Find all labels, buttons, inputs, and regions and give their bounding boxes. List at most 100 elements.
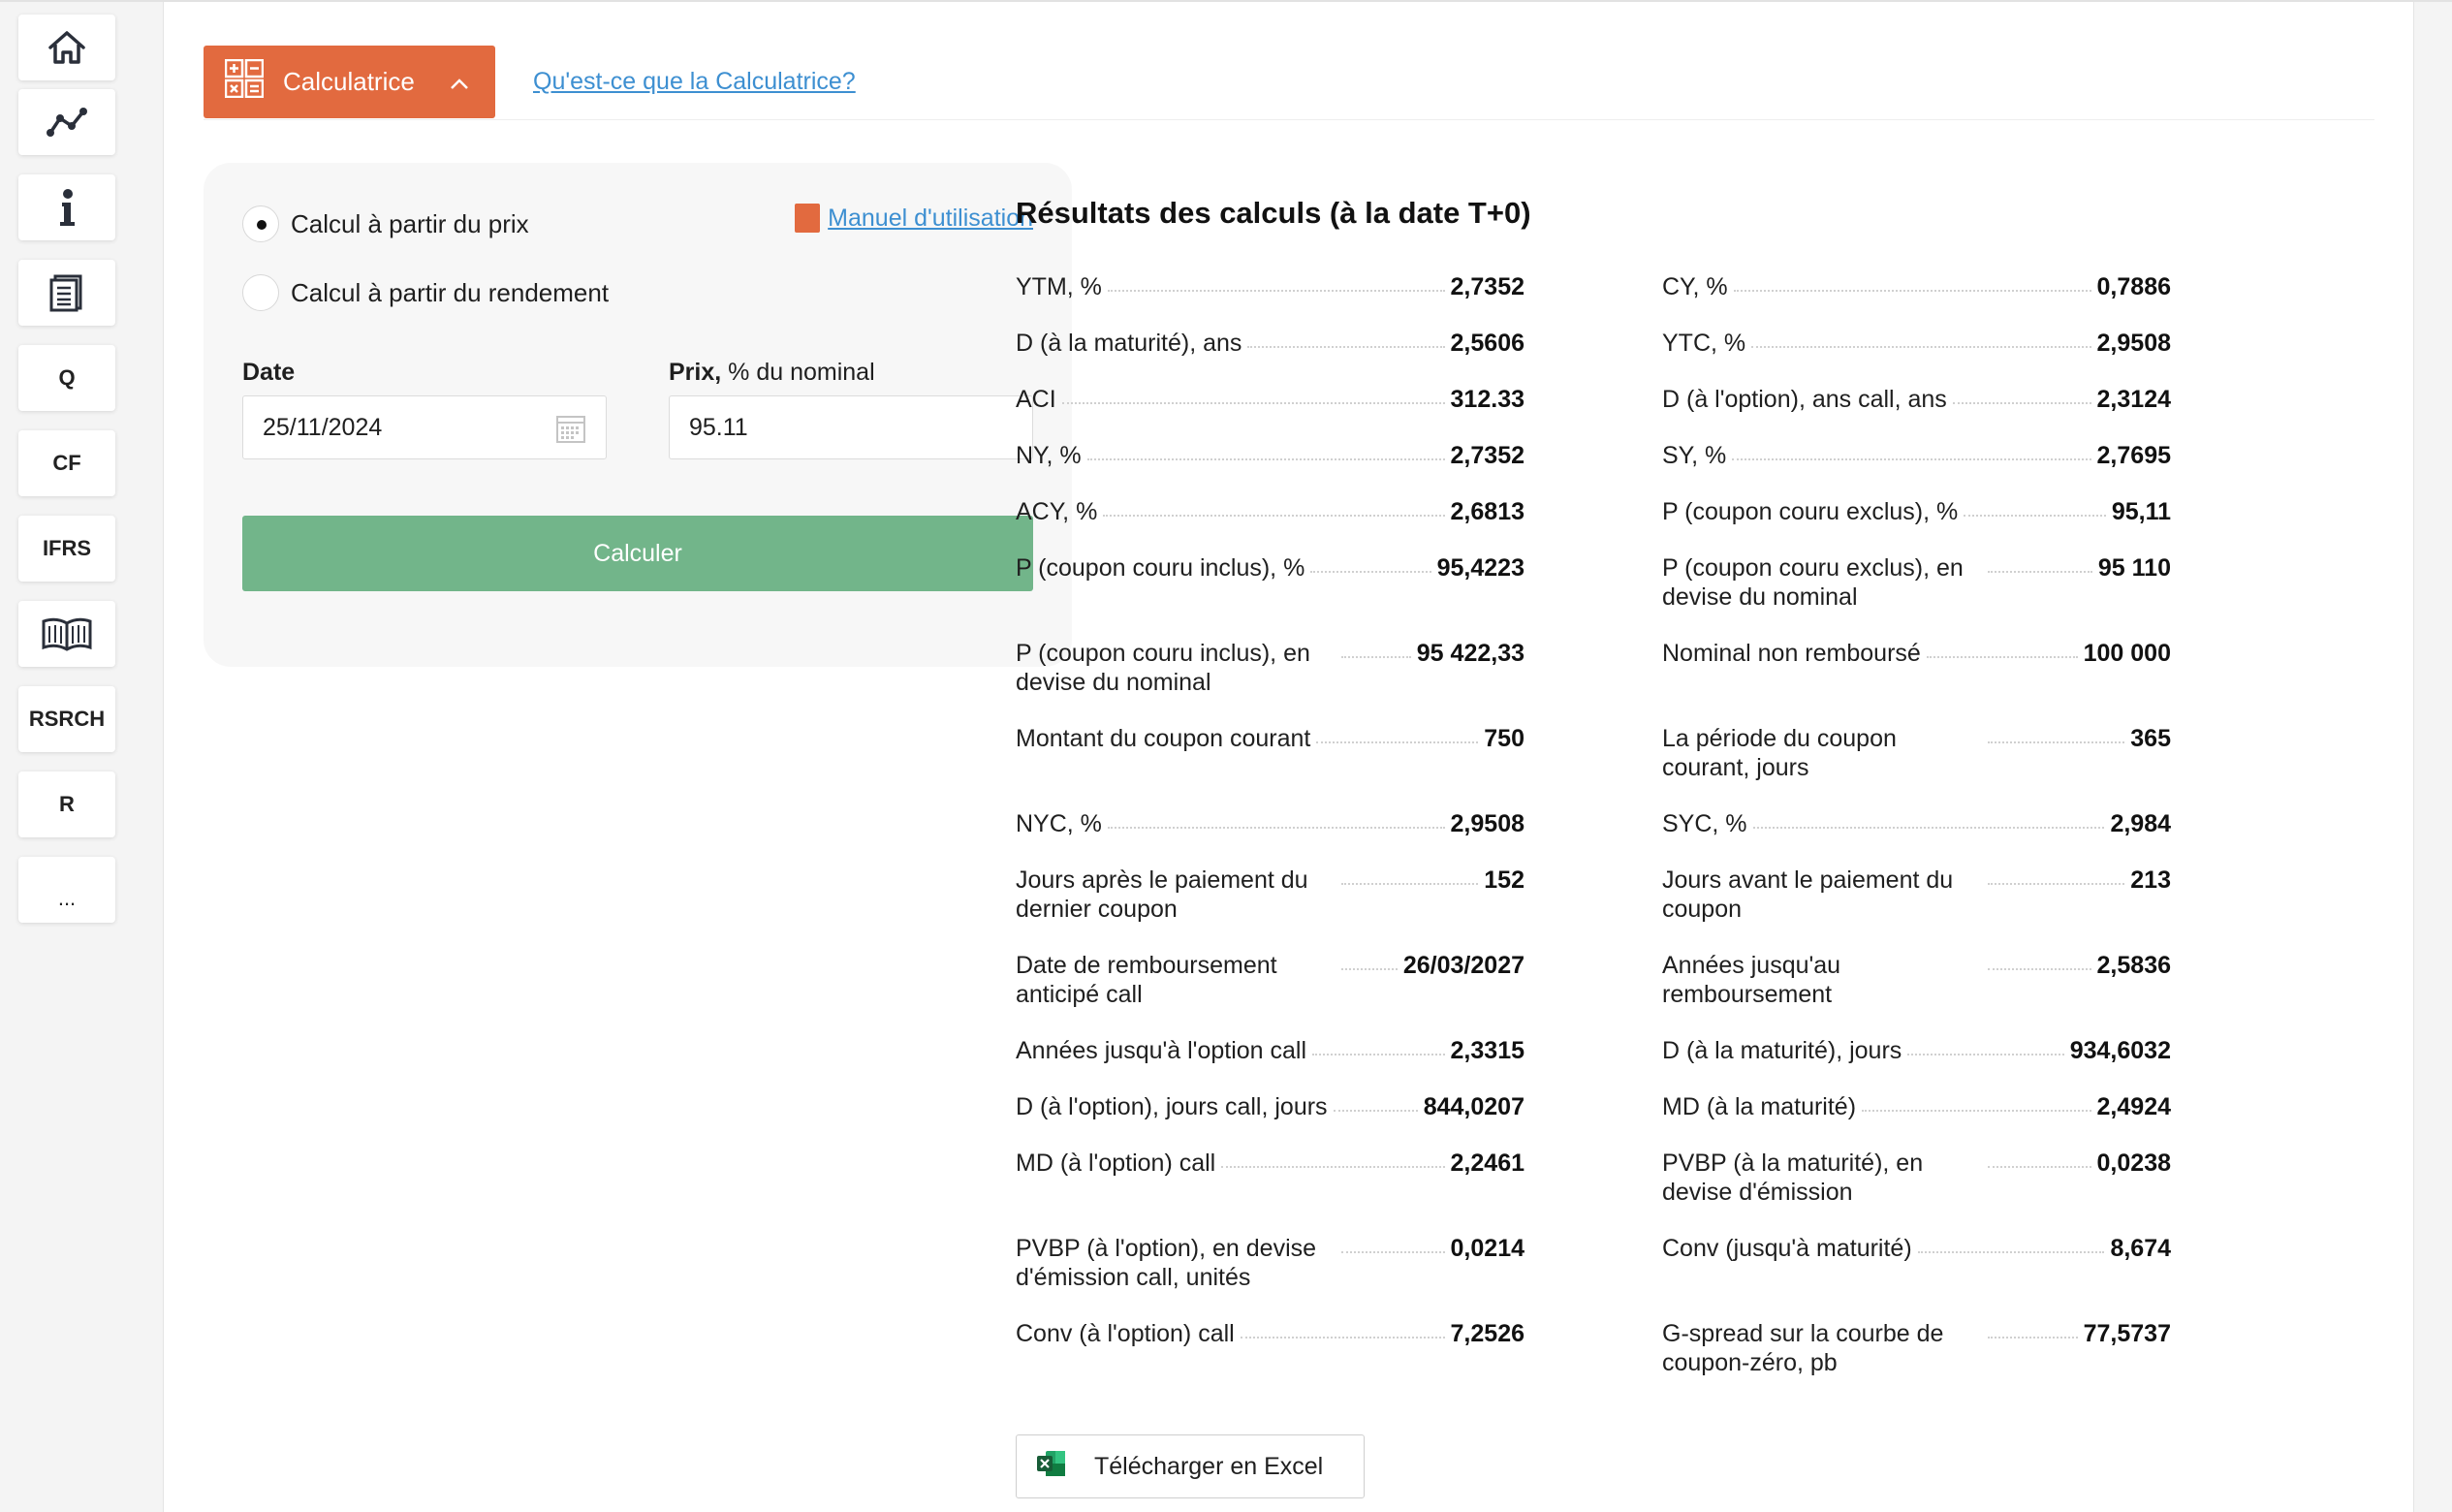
radio-calc-from-yield[interactable]: Calcul à partir du rendement — [242, 274, 609, 311]
dotted-leader — [1310, 553, 1431, 573]
excel-icon — [1036, 1449, 1067, 1485]
result-label: Date de remboursement anticipé call — [1016, 952, 1277, 1008]
sidebar-item-q[interactable]: Q — [18, 345, 115, 411]
result-value: 934,6032 — [2069, 1037, 2171, 1064]
dotted-leader — [1988, 553, 2092, 573]
result-row: Jours après le paiement du dernier coupo… — [1016, 866, 1525, 924]
result-label: NY, % — [1016, 442, 1082, 469]
result-label: P (coupon couru exclus), en devise du no… — [1662, 554, 1964, 611]
sidebar-item-label: RSRCH — [28, 707, 106, 731]
dotted-leader — [1103, 497, 1445, 517]
right-scroll-area — [2413, 2, 2452, 1512]
result-row: D (à la maturité), jours 934,6032 — [1662, 1036, 2171, 1065]
dotted-leader — [1107, 809, 1445, 829]
dotted-leader — [1733, 272, 2091, 292]
radio-calc-from-price[interactable]: Calcul à partir du prix — [242, 205, 529, 242]
dotted-leader — [1988, 951, 2091, 970]
calculate-button[interactable]: Calculer — [242, 516, 1033, 591]
result-value: 8,674 — [2110, 1235, 2171, 1262]
result-row: CY, % 0,7886 — [1662, 272, 2171, 301]
user-manual-link[interactable]: Manuel d'utilisation — [795, 204, 1033, 233]
calculation-form: Calcul à partir du prix Calcul à partir … — [204, 163, 1072, 667]
result-label: NYC, % — [1016, 810, 1102, 837]
result-value: 2,6813 — [1450, 498, 1525, 525]
result-value: 2,7352 — [1450, 442, 1525, 469]
manual-book-icon — [795, 204, 821, 233]
calculator-toggle-button[interactable]: Calculatrice — [204, 46, 495, 118]
result-value: 213 — [2130, 866, 2171, 894]
dotted-leader — [1107, 272, 1445, 292]
result-row: MD (à l'option) call 2,2461 — [1016, 1149, 1525, 1178]
price-value: 95.11 — [689, 413, 748, 441]
dotted-leader — [1316, 724, 1479, 743]
calculator-help-link[interactable]: Qu'est-ce que la Calculatrice? — [533, 68, 856, 95]
result-row: NY, % 2,7352 — [1016, 441, 1525, 470]
result-row: Années jusqu'au remboursement 2,5836 — [1662, 951, 2171, 1009]
sidebar-item-charts[interactable] — [18, 89, 115, 155]
result-row: Date de remboursement anticipé call 26/03… — [1016, 951, 1525, 1009]
result-value: 2,2461 — [1450, 1150, 1525, 1177]
dotted-leader — [1341, 639, 1411, 658]
calculator-icon — [224, 58, 265, 105]
dotted-leader — [1988, 1319, 2078, 1339]
dotted-leader — [1917, 1234, 2105, 1253]
radio-button-checked[interactable] — [242, 205, 279, 242]
result-label: D (à la maturité), ans — [1016, 330, 1242, 357]
result-label: Montant du coupon courant — [1016, 725, 1311, 752]
dotted-leader — [1751, 329, 2091, 348]
sidebar-item-documents[interactable] — [18, 260, 115, 326]
price-field[interactable]: 95.11 — [669, 395, 1033, 459]
result-row: YTC, % 2,9508 — [1662, 329, 2171, 358]
dotted-leader — [1732, 441, 2091, 460]
dotted-leader — [1333, 1092, 1418, 1112]
result-row: NYC, % 2,9508 — [1016, 809, 1525, 838]
result-row: Nominal non remboursé 100 000 — [1662, 639, 2171, 668]
result-label: ACI — [1016, 386, 1056, 413]
dotted-leader — [1341, 1234, 1445, 1253]
sidebar-item-label: IFRS — [42, 536, 92, 560]
sidebar-item-info[interactable] — [18, 174, 115, 240]
result-value: 312.33 — [1450, 386, 1525, 413]
result-row: ACI 312.33 — [1016, 385, 1525, 414]
result-value: 0,0238 — [2096, 1150, 2171, 1177]
dotted-leader — [1988, 1149, 2091, 1168]
radio-button-unchecked[interactable] — [242, 274, 279, 311]
result-label: Jours après le paiement du dernier coupo… — [1016, 866, 1308, 923]
result-label: SYC, % — [1662, 810, 1747, 837]
sidebar-item-library[interactable] — [18, 601, 115, 667]
result-label: Jours avant le paiement du coupon — [1662, 866, 1954, 923]
calendar-icon[interactable] — [555, 413, 586, 451]
result-value: 2,4924 — [2096, 1093, 2171, 1120]
result-value: 0,0214 — [1450, 1235, 1525, 1262]
dotted-leader — [1240, 1319, 1445, 1339]
result-value: 844,0207 — [1423, 1093, 1525, 1120]
result-label: SY, % — [1662, 442, 1727, 469]
sidebar-item-label: CF — [52, 451, 81, 475]
result-row: D (à la maturité), ans 2,5606 — [1016, 329, 1525, 358]
result-label: Conv (jusqu'à maturité) — [1662, 1235, 1912, 1262]
manual-link-label: Manuel d'utilisation — [828, 204, 1033, 232]
result-value: 95,4223 — [1436, 554, 1525, 582]
sidebar-item-rsrch[interactable]: RSRCH — [18, 686, 115, 752]
download-excel-button[interactable]: Télécharger en Excel — [1016, 1434, 1365, 1498]
dotted-leader — [1752, 809, 2105, 829]
result-label: Conv (à l'option) call — [1016, 1320, 1235, 1347]
result-value: 750 — [1484, 725, 1525, 752]
result-label: CY, % — [1662, 273, 1728, 300]
sidebar-item-more[interactable]: ... — [18, 857, 115, 923]
sidebar-item-r[interactable]: R — [18, 772, 115, 837]
result-row: G-spread sur la courbe de coupon-zéro, p… — [1662, 1319, 2171, 1377]
result-value: 2,5836 — [2096, 952, 2171, 979]
sidebar-item-cf[interactable]: CF — [18, 430, 115, 496]
dotted-leader — [1952, 385, 2091, 404]
sidebar-item-ifrs[interactable]: IFRS — [18, 516, 115, 582]
result-label: G-spread sur la courbe de coupon-zéro, p… — [1662, 1320, 1944, 1376]
date-field[interactable]: 25/11/2024 — [242, 395, 607, 459]
chart-line-icon — [46, 106, 88, 139]
result-row: D (à l'option), ans call, ans 2,3124 — [1662, 385, 2171, 414]
date-field-label: Date — [242, 359, 296, 386]
result-label: D (à la maturité), jours — [1662, 1037, 1902, 1064]
sidebar-item-home[interactable] — [18, 15, 115, 80]
result-value: 365 — [2130, 725, 2171, 752]
result-row: PVBP (à l'option), en devise d'émission … — [1016, 1234, 1525, 1292]
